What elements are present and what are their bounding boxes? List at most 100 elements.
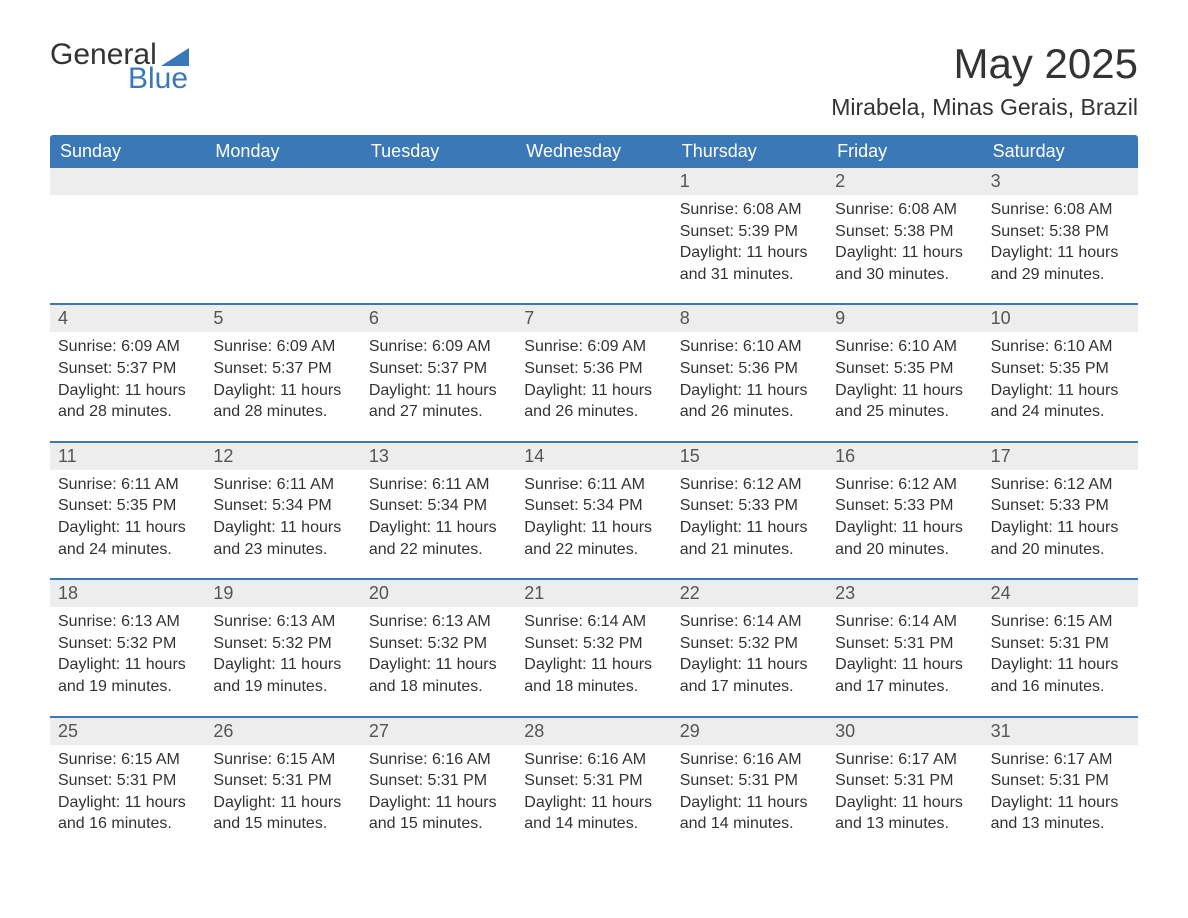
sunset-line: Sunset: 5:31 PM — [835, 770, 974, 792]
daylight-line: Daylight: 11 hours and 16 minutes. — [58, 792, 197, 835]
day-body: Sunrise: 6:08 AMSunset: 5:38 PMDaylight:… — [827, 195, 982, 289]
day-body: Sunrise: 6:10 AMSunset: 5:35 PMDaylight:… — [983, 332, 1138, 426]
day-number — [50, 168, 205, 195]
daylight-line: Daylight: 11 hours and 28 minutes. — [58, 380, 197, 423]
sunset-line: Sunset: 5:31 PM — [58, 770, 197, 792]
weekday-header: Thursday — [672, 135, 827, 168]
day-body — [516, 195, 671, 275]
daylight-line: Daylight: 11 hours and 14 minutes. — [524, 792, 663, 835]
sunrise-line: Sunrise: 6:09 AM — [369, 336, 508, 358]
sunrise-line: Sunrise: 6:09 AM — [58, 336, 197, 358]
day-body: Sunrise: 6:14 AMSunset: 5:32 PMDaylight:… — [516, 607, 671, 701]
day-cell: 16Sunrise: 6:12 AMSunset: 5:33 PMDayligh… — [827, 443, 982, 564]
day-cell-blank — [205, 168, 360, 289]
daylight-line: Daylight: 11 hours and 23 minutes. — [213, 517, 352, 560]
day-number: 20 — [361, 580, 516, 607]
day-body — [361, 195, 516, 275]
daylight-line: Daylight: 11 hours and 15 minutes. — [213, 792, 352, 835]
day-number — [205, 168, 360, 195]
day-cell-blank — [516, 168, 671, 289]
sunrise-line: Sunrise: 6:16 AM — [680, 749, 819, 771]
sunset-line: Sunset: 5:38 PM — [835, 221, 974, 243]
day-number: 2 — [827, 168, 982, 195]
sunrise-line: Sunrise: 6:13 AM — [58, 611, 197, 633]
day-body: Sunrise: 6:11 AMSunset: 5:35 PMDaylight:… — [50, 470, 205, 564]
sunset-line: Sunset: 5:35 PM — [58, 495, 197, 517]
day-cell-blank — [50, 168, 205, 289]
sunrise-line: Sunrise: 6:11 AM — [524, 474, 663, 496]
daylight-line: Daylight: 11 hours and 22 minutes. — [524, 517, 663, 560]
sunrise-line: Sunrise: 6:17 AM — [991, 749, 1130, 771]
day-body — [50, 195, 205, 275]
page-title: May 2025 — [831, 40, 1138, 88]
day-body — [205, 195, 360, 275]
sunset-line: Sunset: 5:39 PM — [680, 221, 819, 243]
day-number: 3 — [983, 168, 1138, 195]
weekday-header: Wednesday — [516, 135, 671, 168]
day-body: Sunrise: 6:15 AMSunset: 5:31 PMDaylight:… — [205, 745, 360, 839]
sunset-line: Sunset: 5:37 PM — [213, 358, 352, 380]
day-number: 17 — [983, 443, 1138, 470]
weekday-header: Monday — [205, 135, 360, 168]
day-cell: 28Sunrise: 6:16 AMSunset: 5:31 PMDayligh… — [516, 718, 671, 839]
day-number: 27 — [361, 718, 516, 745]
day-body: Sunrise: 6:11 AMSunset: 5:34 PMDaylight:… — [205, 470, 360, 564]
day-cell: 5Sunrise: 6:09 AMSunset: 5:37 PMDaylight… — [205, 305, 360, 426]
day-number: 5 — [205, 305, 360, 332]
weekday-header-row: SundayMondayTuesdayWednesdayThursdayFrid… — [50, 135, 1138, 168]
day-cell: 27Sunrise: 6:16 AMSunset: 5:31 PMDayligh… — [361, 718, 516, 839]
sunrise-line: Sunrise: 6:14 AM — [524, 611, 663, 633]
day-cell: 2Sunrise: 6:08 AMSunset: 5:38 PMDaylight… — [827, 168, 982, 289]
daylight-line: Daylight: 11 hours and 31 minutes. — [680, 242, 819, 285]
sunset-line: Sunset: 5:32 PM — [369, 633, 508, 655]
daylight-line: Daylight: 11 hours and 26 minutes. — [524, 380, 663, 423]
sunset-line: Sunset: 5:34 PM — [213, 495, 352, 517]
sunrise-line: Sunrise: 6:13 AM — [213, 611, 352, 633]
day-number: 14 — [516, 443, 671, 470]
sunset-line: Sunset: 5:34 PM — [369, 495, 508, 517]
sunset-line: Sunset: 5:32 PM — [680, 633, 819, 655]
day-body: Sunrise: 6:10 AMSunset: 5:36 PMDaylight:… — [672, 332, 827, 426]
day-cell: 23Sunrise: 6:14 AMSunset: 5:31 PMDayligh… — [827, 580, 982, 701]
day-cell: 4Sunrise: 6:09 AMSunset: 5:37 PMDaylight… — [50, 305, 205, 426]
sunrise-line: Sunrise: 6:10 AM — [680, 336, 819, 358]
day-body: Sunrise: 6:09 AMSunset: 5:37 PMDaylight:… — [361, 332, 516, 426]
day-cell: 14Sunrise: 6:11 AMSunset: 5:34 PMDayligh… — [516, 443, 671, 564]
weekday-header: Tuesday — [361, 135, 516, 168]
sunrise-line: Sunrise: 6:08 AM — [680, 199, 819, 221]
day-cell: 26Sunrise: 6:15 AMSunset: 5:31 PMDayligh… — [205, 718, 360, 839]
day-number: 12 — [205, 443, 360, 470]
calendar: SundayMondayTuesdayWednesdayThursdayFrid… — [50, 135, 1138, 839]
sunrise-line: Sunrise: 6:16 AM — [524, 749, 663, 771]
week-row: 18Sunrise: 6:13 AMSunset: 5:32 PMDayligh… — [50, 578, 1138, 701]
day-cell: 7Sunrise: 6:09 AMSunset: 5:36 PMDaylight… — [516, 305, 671, 426]
day-number: 25 — [50, 718, 205, 745]
sunset-line: Sunset: 5:31 PM — [680, 770, 819, 792]
day-body: Sunrise: 6:09 AMSunset: 5:37 PMDaylight:… — [205, 332, 360, 426]
day-body: Sunrise: 6:15 AMSunset: 5:31 PMDaylight:… — [983, 607, 1138, 701]
sunrise-line: Sunrise: 6:09 AM — [524, 336, 663, 358]
day-number: 23 — [827, 580, 982, 607]
day-number — [516, 168, 671, 195]
day-number: 30 — [827, 718, 982, 745]
sunset-line: Sunset: 5:32 PM — [524, 633, 663, 655]
week-row: 1Sunrise: 6:08 AMSunset: 5:39 PMDaylight… — [50, 168, 1138, 289]
day-cell: 31Sunrise: 6:17 AMSunset: 5:31 PMDayligh… — [983, 718, 1138, 839]
sunrise-line: Sunrise: 6:09 AM — [213, 336, 352, 358]
day-body: Sunrise: 6:16 AMSunset: 5:31 PMDaylight:… — [516, 745, 671, 839]
day-body: Sunrise: 6:11 AMSunset: 5:34 PMDaylight:… — [361, 470, 516, 564]
day-body: Sunrise: 6:12 AMSunset: 5:33 PMDaylight:… — [827, 470, 982, 564]
daylight-line: Daylight: 11 hours and 26 minutes. — [680, 380, 819, 423]
day-cell: 25Sunrise: 6:15 AMSunset: 5:31 PMDayligh… — [50, 718, 205, 839]
day-cell: 18Sunrise: 6:13 AMSunset: 5:32 PMDayligh… — [50, 580, 205, 701]
sunset-line: Sunset: 5:31 PM — [213, 770, 352, 792]
sunset-line: Sunset: 5:36 PM — [524, 358, 663, 380]
title-block: May 2025 Mirabela, Minas Gerais, Brazil — [831, 40, 1138, 121]
day-body: Sunrise: 6:12 AMSunset: 5:33 PMDaylight:… — [672, 470, 827, 564]
day-number: 10 — [983, 305, 1138, 332]
day-number: 13 — [361, 443, 516, 470]
sunrise-line: Sunrise: 6:08 AM — [835, 199, 974, 221]
daylight-line: Daylight: 11 hours and 24 minutes. — [58, 517, 197, 560]
day-number: 8 — [672, 305, 827, 332]
day-cell: 24Sunrise: 6:15 AMSunset: 5:31 PMDayligh… — [983, 580, 1138, 701]
